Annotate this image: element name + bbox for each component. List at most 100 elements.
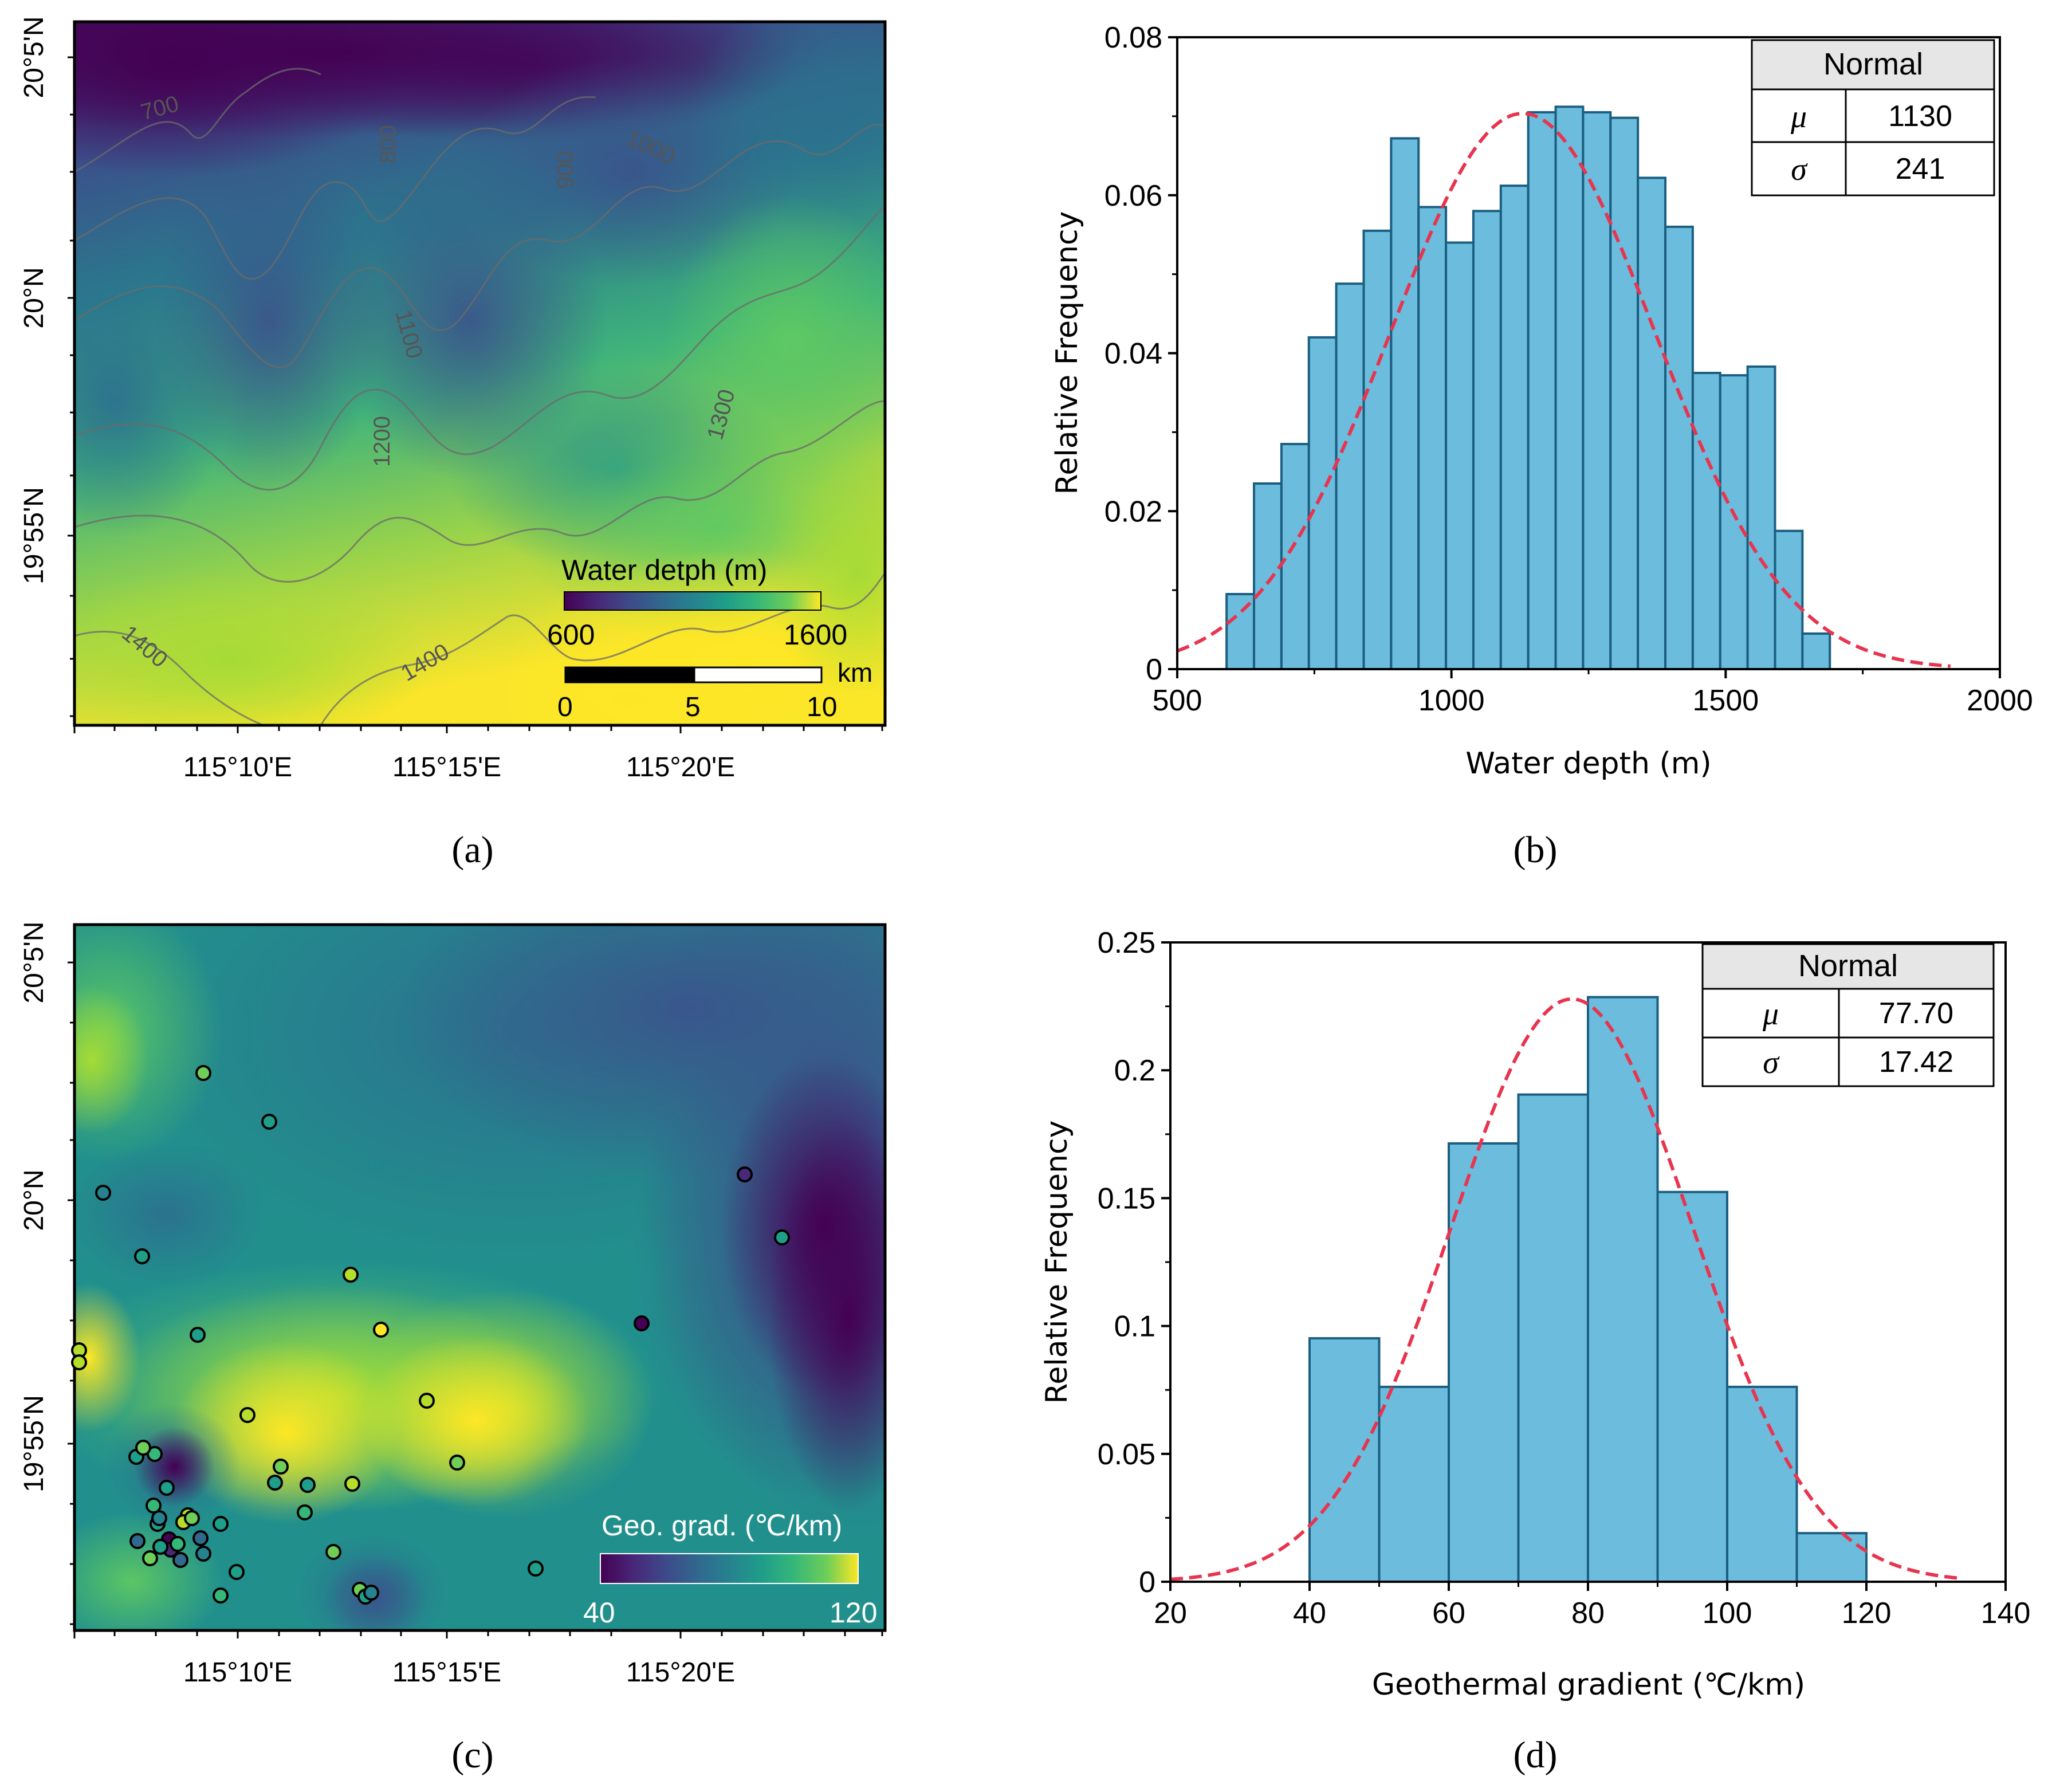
x-tick-label: 2000 [1967, 684, 2033, 717]
x-tick-label: 20 [1154, 1597, 1187, 1630]
histogram-bar [1719, 374, 1749, 670]
mu-symbol: μ [1790, 99, 1807, 135]
gradient-raster [74, 925, 885, 1630]
sigma-value: 17.42 [1879, 1046, 1953, 1079]
colorbar-title: Water detph (m) [561, 554, 767, 586]
colorbar-max: 1600 [784, 619, 847, 651]
stats-table: Normal μ 77.70 σ 17.42 [1701, 943, 1995, 1087]
normal-fit-curve [1170, 997, 1957, 1581]
histogram-bar [1795, 1532, 1868, 1583]
x-axis-title: Water depth (m) [1465, 746, 1711, 781]
contour-label: 800 [375, 125, 400, 163]
histogram-bar [1225, 593, 1256, 671]
well-marker [261, 1114, 277, 1130]
x-tick-label: 40 [1293, 1597, 1326, 1630]
contour-label: 1200 [369, 416, 395, 467]
well-marker [152, 1539, 168, 1555]
scale-tick: 0 [557, 692, 573, 722]
well-marker [192, 1530, 209, 1546]
x-tick-label: 120 [1842, 1597, 1892, 1630]
colorbar-min: 40 [583, 1597, 615, 1629]
lon-label: 115°15'E [392, 752, 501, 783]
y-axis-title: Relative Frequency [1050, 211, 1084, 495]
x-tick-label: 80 [1571, 1597, 1605, 1630]
table-header: Normal [1823, 47, 1923, 81]
well-marker [213, 1516, 229, 1532]
lat-label: 19°55'N [19, 1395, 49, 1492]
gradient-colorbar: Geo. grad. (℃/km) 40 120 [583, 1510, 877, 1629]
histogram-bar [1726, 1385, 1798, 1583]
histogram-bar [1308, 1337, 1381, 1583]
well-marker [195, 1546, 211, 1562]
x-tick-label: 140 [1981, 1597, 2031, 1630]
sigma-symbol: σ [1791, 152, 1808, 187]
well-marker [134, 1248, 150, 1264]
panel-label-b: (b) [1514, 829, 1558, 871]
x-tick-label: 100 [1703, 1597, 1752, 1630]
histogram-bar [1307, 336, 1338, 670]
y-tick-label: 0.06 [1104, 179, 1162, 213]
histogram-bar [1253, 482, 1283, 671]
well-marker [184, 1510, 200, 1526]
scale-unit: km [838, 658, 872, 687]
well-marker [297, 1504, 313, 1520]
lat-label: 20°N [19, 1169, 49, 1231]
water-depth-map: 700 800 900 1000 1100 1200 1300 1400 140… [19, 16, 887, 871]
scale-bar: km 0 5 10 [557, 658, 872, 722]
table-header: Normal [1798, 949, 1898, 983]
histogram-bar [1691, 371, 1721, 670]
mu-value: 77.70 [1879, 997, 1953, 1030]
well-marker [343, 1267, 359, 1283]
lon-label: 115°20'E [626, 1657, 735, 1688]
well-marker [142, 1550, 158, 1566]
lon-label: 115°10'E [183, 752, 292, 783]
lon-label: 115°15'E [392, 1657, 501, 1688]
colorbar-title: Geo. grad. (℃/km) [602, 1510, 842, 1542]
scale-tick: 5 [685, 692, 701, 722]
y-tick-label: 0 [1139, 1566, 1155, 1599]
histogram-bar [1801, 632, 1831, 671]
histogram-bar [1445, 241, 1475, 671]
histogram-bar [1609, 116, 1640, 670]
well-marker [449, 1455, 465, 1471]
well-marker [774, 1229, 790, 1245]
axis-ticks: 20 40 60 80 100 120 140 0 0.05 0.1 0.15 0.2 0.25 [1098, 926, 2031, 1630]
well-marker [213, 1587, 229, 1604]
y-tick-label: 0.25 [1098, 926, 1155, 960]
y-axis-title: Relative Frequency [1040, 1121, 1074, 1404]
well-marker [419, 1393, 435, 1409]
histogram-bar [1335, 282, 1365, 671]
well-marker [159, 1480, 175, 1496]
histogram-bar [1774, 529, 1804, 670]
well-marker [634, 1315, 650, 1331]
histogram-bars [1225, 105, 1831, 671]
histogram-bar [1417, 206, 1448, 670]
colorbar-min: 600 [547, 619, 595, 651]
histogram-bar [1517, 1093, 1589, 1583]
lat-label: 20°5'N [19, 921, 49, 1003]
well-marker [528, 1561, 544, 1577]
lat-label: 20°N [19, 267, 49, 328]
sigma-symbol: σ [1763, 1045, 1780, 1080]
contour-label: 900 [553, 151, 578, 189]
y-tick-label: 0 [1146, 653, 1162, 686]
well-markers [71, 1065, 790, 1605]
well-marker [344, 1476, 360, 1492]
well-marker [737, 1166, 753, 1182]
y-tick-label: 0.2 [1114, 1054, 1155, 1087]
well-marker [229, 1564, 245, 1580]
x-tick-label: 1000 [1418, 684, 1485, 717]
histogram-bar [1448, 1142, 1520, 1583]
x-tick-label: 60 [1432, 1597, 1465, 1630]
histogram-bar [1664, 225, 1694, 670]
mu-value: 1130 [1888, 100, 1952, 133]
well-marker [135, 1440, 151, 1456]
histogram-bar [1390, 137, 1420, 671]
lat-label: 20°5'N [19, 16, 49, 98]
well-marker [239, 1407, 255, 1423]
panel-label-c: (c) [451, 1734, 493, 1776]
y-tick-label: 0.1 [1114, 1310, 1155, 1343]
histogram-bar [1280, 443, 1310, 671]
colorbar-max: 120 [830, 1597, 877, 1629]
